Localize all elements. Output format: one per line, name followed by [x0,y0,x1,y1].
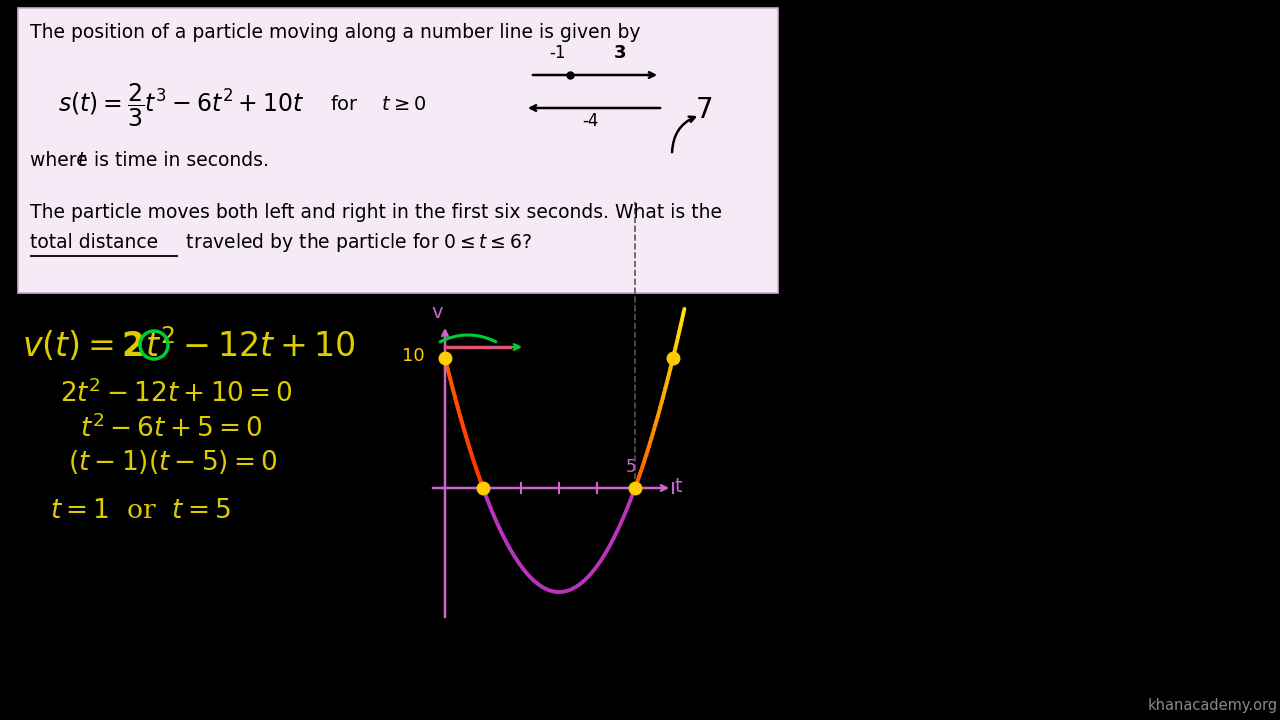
Text: for    $t \geq 0$: for $t \geq 0$ [330,96,426,114]
Text: -4: -4 [582,112,598,130]
Text: The position of a particle moving along a number line is given by: The position of a particle moving along … [29,23,640,42]
Text: is time in seconds.: is time in seconds. [88,150,269,169]
Text: total distance: total distance [29,233,159,252]
Text: 3: 3 [613,44,626,62]
Text: t: t [78,150,86,169]
Text: 7: 7 [696,96,714,124]
Text: 10: 10 [402,347,424,365]
Text: t: t [675,477,682,496]
Text: 5: 5 [626,458,636,476]
Text: $(t-1)(t-5) = 0$: $(t-1)(t-5) = 0$ [68,448,278,476]
Text: $t^2 - 6t + 5 = 0$: $t^2 - 6t + 5 = 0$ [79,414,262,442]
Text: traveled by the particle for $0 \leq t \leq 6$?: traveled by the particle for $0 \leq t \… [180,231,532,254]
Text: $s(t) = \dfrac{2}{3}t^3 - 6t^2 + 10t$: $s(t) = \dfrac{2}{3}t^3 - 6t^2 + 10t$ [58,81,305,129]
Text: where: where [29,150,93,169]
FancyBboxPatch shape [18,8,778,293]
Text: v: v [431,303,443,322]
Text: -1: -1 [549,44,566,62]
Text: khanacademy.org: khanacademy.org [1148,698,1279,713]
Text: $t = 1$  or  $t = 5$: $t = 1$ or $t = 5$ [50,498,230,523]
Text: $v(t) = \mathbf{2}t^2 - 12t + 10$: $v(t) = \mathbf{2}t^2 - 12t + 10$ [22,325,356,364]
Text: $2t^2 - 12t + 10 = 0$: $2t^2 - 12t + 10 = 0$ [60,379,293,408]
Text: The particle moves both left and right in the first six seconds. What is the: The particle moves both left and right i… [29,203,722,222]
